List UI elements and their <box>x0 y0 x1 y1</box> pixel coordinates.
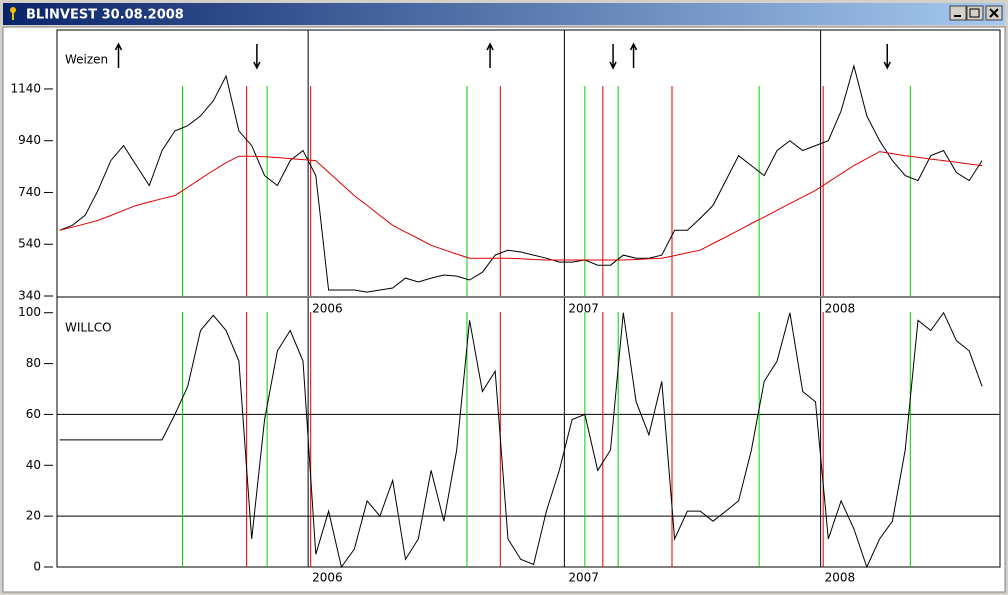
up-arrow <box>629 42 638 68</box>
x-tick-label: 2007 <box>568 571 599 585</box>
chart-title: WILLCO <box>65 321 112 335</box>
down-arrow <box>253 44 261 70</box>
y-tick-label: 100 <box>18 305 41 319</box>
y-tick-label: 540 <box>18 237 41 251</box>
x-tick-label: 2006 <box>312 302 343 316</box>
y-tick-label: 940 <box>18 133 41 147</box>
plot-frame <box>56 29 1001 568</box>
down-arrow <box>609 44 617 70</box>
close-button[interactable] <box>985 5 1003 21</box>
x-tick-label: 2008 <box>825 571 856 585</box>
app-icon <box>10 7 16 20</box>
x-tick-label: 2008 <box>825 302 856 316</box>
up-arrow <box>486 42 494 68</box>
y-tick-label: 60 <box>26 407 41 421</box>
chart-title: Weizen <box>65 53 108 67</box>
minimize-button[interactable] <box>949 5 967 21</box>
series-line <box>59 63 983 293</box>
up-arrow <box>114 42 123 68</box>
plot-area: Weizen 340 540 740 940 1140 2006 2007 2008 WILLCO… <box>10 29 1001 585</box>
series-line <box>59 151 983 261</box>
y-tick-label: 40 <box>26 458 41 472</box>
x-tick-label: 2006 <box>312 571 343 585</box>
x-tick-label: 2007 <box>568 302 599 316</box>
y-tick-label: 80 <box>26 356 41 370</box>
y-tick-label: 0 <box>33 560 41 574</box>
y-tick-label: 340 <box>18 289 41 303</box>
y-tick-label: 20 <box>26 509 41 523</box>
title-bar <box>3 3 1005 25</box>
series-line <box>59 311 983 569</box>
window-title: BLINVEST 30.08.2008 <box>26 8 184 23</box>
y-tick-label: 740 <box>18 185 41 199</box>
client-area <box>2 26 1006 593</box>
y-tick-label: 1140 <box>10 81 41 95</box>
down-arrow <box>883 44 891 70</box>
maximize-button[interactable] <box>966 5 984 21</box>
